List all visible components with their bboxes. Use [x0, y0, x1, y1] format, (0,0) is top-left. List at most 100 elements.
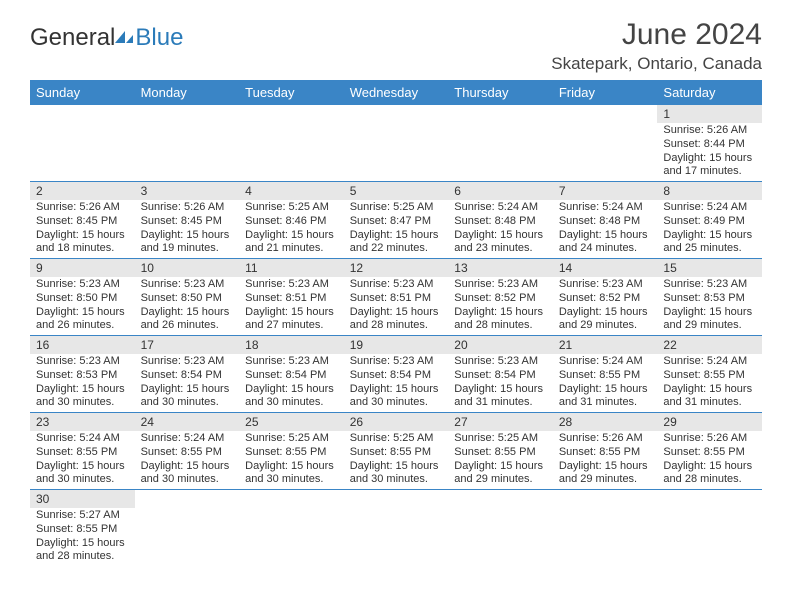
- cell-body: Sunrise: 5:25 AMSunset: 8:55 PMDaylight:…: [239, 431, 344, 489]
- day-number: 27: [448, 413, 553, 431]
- day-number: 18: [239, 336, 344, 354]
- calendar-cell: 11Sunrise: 5:23 AMSunset: 8:51 PMDayligh…: [239, 259, 344, 335]
- calendar-cell: 2Sunrise: 5:26 AMSunset: 8:45 PMDaylight…: [30, 182, 135, 258]
- daylight-text: Daylight: 15 hours and 29 minutes.: [663, 306, 756, 334]
- day-number: 26: [344, 413, 449, 431]
- calendar-cell: [553, 490, 658, 566]
- daylight-text: Daylight: 15 hours and 28 minutes.: [663, 460, 756, 488]
- cell-body: Sunrise: 5:24 AMSunset: 8:55 PMDaylight:…: [30, 431, 135, 489]
- day-number: 25: [239, 413, 344, 431]
- sunrise-text: Sunrise: 5:26 AM: [663, 432, 756, 446]
- calendar-cell: 30Sunrise: 5:27 AMSunset: 8:55 PMDayligh…: [30, 490, 135, 566]
- cell-body: Sunrise: 5:23 AMSunset: 8:54 PMDaylight:…: [135, 354, 240, 412]
- calendar-cell: 12Sunrise: 5:23 AMSunset: 8:51 PMDayligh…: [344, 259, 449, 335]
- cell-body: Sunrise: 5:25 AMSunset: 8:47 PMDaylight:…: [344, 200, 449, 258]
- daylight-text: Daylight: 15 hours and 31 minutes.: [454, 383, 547, 411]
- calendar-cell: 5Sunrise: 5:25 AMSunset: 8:47 PMDaylight…: [344, 182, 449, 258]
- day-number: 24: [135, 413, 240, 431]
- day-number: 5: [344, 182, 449, 200]
- cell-body: Sunrise: 5:26 AMSunset: 8:55 PMDaylight:…: [553, 431, 658, 489]
- sunrise-text: Sunrise: 5:23 AM: [350, 355, 443, 369]
- day-header-friday: Friday: [553, 80, 658, 105]
- calendar-cell: 29Sunrise: 5:26 AMSunset: 8:55 PMDayligh…: [657, 413, 762, 489]
- calendar-cell: 18Sunrise: 5:23 AMSunset: 8:54 PMDayligh…: [239, 336, 344, 412]
- sunset-text: Sunset: 8:44 PM: [663, 138, 756, 152]
- sunset-text: Sunset: 8:55 PM: [245, 446, 338, 460]
- sunset-text: Sunset: 8:53 PM: [663, 292, 756, 306]
- sunset-text: Sunset: 8:55 PM: [559, 369, 652, 383]
- calendar-cell: 17Sunrise: 5:23 AMSunset: 8:54 PMDayligh…: [135, 336, 240, 412]
- day-number: 29: [657, 413, 762, 431]
- calendar-cell: [135, 490, 240, 566]
- calendar-cell: [553, 105, 658, 181]
- day-number: 4: [239, 182, 344, 200]
- daylight-text: Daylight: 15 hours and 31 minutes.: [663, 383, 756, 411]
- daylight-text: Daylight: 15 hours and 30 minutes.: [141, 383, 234, 411]
- day-number-empty: [239, 105, 344, 123]
- calendar-cell: [448, 105, 553, 181]
- sunrise-text: Sunrise: 5:25 AM: [350, 201, 443, 215]
- day-number: 8: [657, 182, 762, 200]
- daylight-text: Daylight: 15 hours and 30 minutes.: [245, 383, 338, 411]
- logo-sail-icon: [113, 24, 135, 52]
- day-number-empty: [344, 105, 449, 123]
- day-number: 14: [553, 259, 658, 277]
- sunrise-text: Sunrise: 5:24 AM: [559, 201, 652, 215]
- calendar-cell: 13Sunrise: 5:23 AMSunset: 8:52 PMDayligh…: [448, 259, 553, 335]
- day-number: 15: [657, 259, 762, 277]
- header: General Blue June 2024 Skatepark, Ontari…: [30, 18, 762, 74]
- calendar-cell: 27Sunrise: 5:25 AMSunset: 8:55 PMDayligh…: [448, 413, 553, 489]
- calendar-week: 9Sunrise: 5:23 AMSunset: 8:50 PMDaylight…: [30, 259, 762, 336]
- cell-body: Sunrise: 5:25 AMSunset: 8:55 PMDaylight:…: [344, 431, 449, 489]
- calendar-cell: 26Sunrise: 5:25 AMSunset: 8:55 PMDayligh…: [344, 413, 449, 489]
- cell-body: Sunrise: 5:25 AMSunset: 8:46 PMDaylight:…: [239, 200, 344, 258]
- sunset-text: Sunset: 8:55 PM: [454, 446, 547, 460]
- calendar-cell: [239, 490, 344, 566]
- calendar-cell: [344, 105, 449, 181]
- daylight-text: Daylight: 15 hours and 17 minutes.: [663, 152, 756, 180]
- title-block: June 2024 Skatepark, Ontario, Canada: [551, 18, 762, 74]
- daylight-text: Daylight: 15 hours and 22 minutes.: [350, 229, 443, 257]
- day-number: 20: [448, 336, 553, 354]
- sunrise-text: Sunrise: 5:26 AM: [36, 201, 129, 215]
- daylight-text: Daylight: 15 hours and 30 minutes.: [141, 460, 234, 488]
- sunset-text: Sunset: 8:55 PM: [141, 446, 234, 460]
- sunset-text: Sunset: 8:45 PM: [141, 215, 234, 229]
- daylight-text: Daylight: 15 hours and 28 minutes.: [350, 306, 443, 334]
- sunset-text: Sunset: 8:54 PM: [454, 369, 547, 383]
- calendar-cell: 16Sunrise: 5:23 AMSunset: 8:53 PMDayligh…: [30, 336, 135, 412]
- calendar-cell: 3Sunrise: 5:26 AMSunset: 8:45 PMDaylight…: [135, 182, 240, 258]
- cell-body: Sunrise: 5:23 AMSunset: 8:52 PMDaylight:…: [448, 277, 553, 335]
- sunset-text: Sunset: 8:55 PM: [663, 369, 756, 383]
- calendar-cell: 19Sunrise: 5:23 AMSunset: 8:54 PMDayligh…: [344, 336, 449, 412]
- daylight-text: Daylight: 15 hours and 30 minutes.: [350, 383, 443, 411]
- cell-body: Sunrise: 5:25 AMSunset: 8:55 PMDaylight:…: [448, 431, 553, 489]
- calendar-cell: [135, 105, 240, 181]
- sunset-text: Sunset: 8:55 PM: [663, 446, 756, 460]
- sunset-text: Sunset: 8:55 PM: [559, 446, 652, 460]
- calendar-cell: [448, 490, 553, 566]
- day-header-thursday: Thursday: [448, 80, 553, 105]
- sunset-text: Sunset: 8:54 PM: [350, 369, 443, 383]
- day-number-empty: [448, 105, 553, 123]
- sunset-text: Sunset: 8:54 PM: [245, 369, 338, 383]
- sunrise-text: Sunrise: 5:23 AM: [141, 278, 234, 292]
- day-header-saturday: Saturday: [657, 80, 762, 105]
- day-number: 23: [30, 413, 135, 431]
- daylight-text: Daylight: 15 hours and 26 minutes.: [141, 306, 234, 334]
- sunrise-text: Sunrise: 5:23 AM: [454, 355, 547, 369]
- day-number: 9: [30, 259, 135, 277]
- calendar-cell: 14Sunrise: 5:23 AMSunset: 8:52 PMDayligh…: [553, 259, 658, 335]
- cell-body: Sunrise: 5:23 AMSunset: 8:54 PMDaylight:…: [239, 354, 344, 412]
- calendar-cell: [344, 490, 449, 566]
- calendar-cell: 24Sunrise: 5:24 AMSunset: 8:55 PMDayligh…: [135, 413, 240, 489]
- calendar-week: 2Sunrise: 5:26 AMSunset: 8:45 PMDaylight…: [30, 182, 762, 259]
- sunset-text: Sunset: 8:47 PM: [350, 215, 443, 229]
- sunrise-text: Sunrise: 5:24 AM: [454, 201, 547, 215]
- sunrise-text: Sunrise: 5:23 AM: [663, 278, 756, 292]
- daylight-text: Daylight: 15 hours and 21 minutes.: [245, 229, 338, 257]
- daylight-text: Daylight: 15 hours and 25 minutes.: [663, 229, 756, 257]
- calendar-cell: 21Sunrise: 5:24 AMSunset: 8:55 PMDayligh…: [553, 336, 658, 412]
- day-header-sunday: Sunday: [30, 80, 135, 105]
- calendar-week: 23Sunrise: 5:24 AMSunset: 8:55 PMDayligh…: [30, 413, 762, 490]
